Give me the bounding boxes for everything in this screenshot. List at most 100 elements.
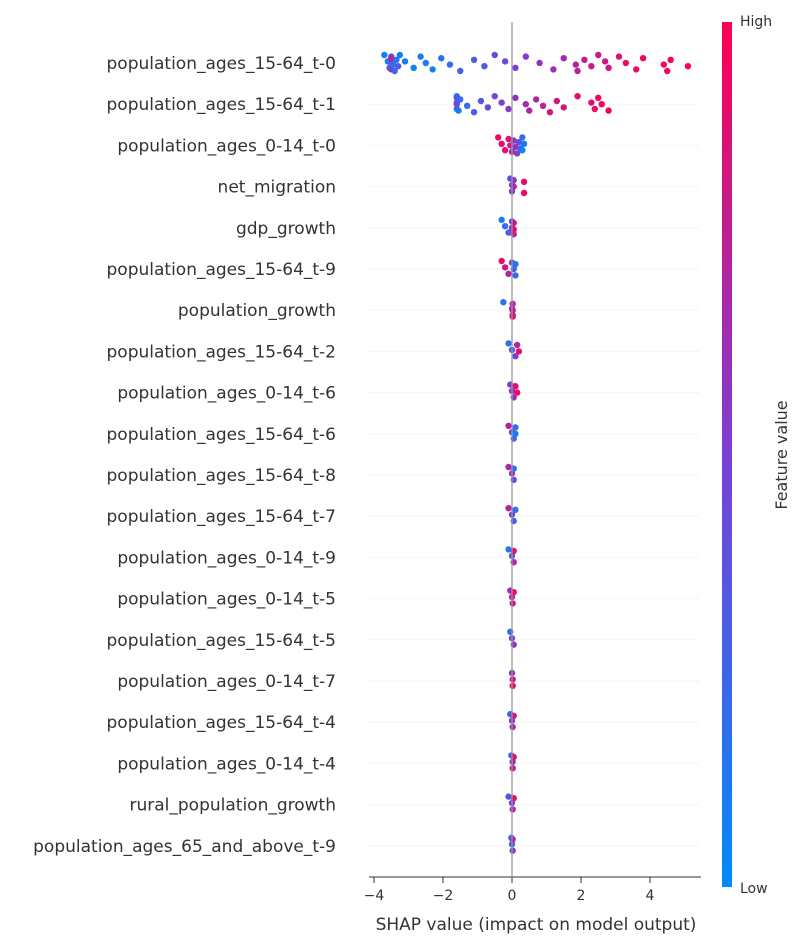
- shap-point: [512, 64, 519, 72]
- shap-point: [539, 102, 547, 110]
- shap-point: [401, 58, 409, 65]
- shap-point: [512, 424, 519, 431]
- shap-point: [515, 139, 523, 146]
- shap-point: [509, 300, 516, 307]
- shap-point: [477, 97, 485, 105]
- shap-point: [553, 97, 561, 105]
- shap-point: [500, 299, 507, 306]
- shap-point: [512, 143, 519, 151]
- shap-point: [453, 101, 460, 108]
- shap-point: [484, 104, 492, 111]
- shap-point: [396, 51, 404, 59]
- shap-point: [410, 64, 417, 72]
- shap-point: [509, 676, 516, 683]
- shap-point: [446, 61, 454, 68]
- feature-label: population_ages_15-64_t-9: [107, 260, 337, 280]
- shap-point: [491, 51, 498, 59]
- shap-point: [498, 257, 505, 265]
- shap-point: [498, 99, 505, 106]
- x-tick-label: −4: [364, 888, 385, 904]
- shap-point: [605, 107, 612, 114]
- shap-point: [509, 600, 516, 607]
- shap-point: [509, 307, 516, 314]
- feature-label: population_ages_15-64_t-4: [107, 713, 337, 733]
- shap-point: [394, 62, 402, 70]
- shap-point: [505, 463, 512, 471]
- shap-point: [512, 272, 519, 279]
- shap-point: [660, 61, 667, 68]
- shap-point: [495, 134, 502, 141]
- shap-point: [622, 59, 630, 67]
- colorbar-high-label: High: [740, 14, 772, 30]
- shap-point: [581, 56, 588, 63]
- shap-point: [505, 546, 512, 553]
- shap-point: [463, 102, 471, 110]
- shap-point: [501, 264, 509, 271]
- shap-point: [664, 67, 671, 75]
- shap-point: [509, 847, 516, 854]
- feature-label: population_ages_15-64_t-1: [107, 95, 337, 115]
- shap-point: [512, 353, 519, 360]
- shap-point: [550, 66, 557, 73]
- shap-point: [639, 55, 647, 62]
- shap-point: [509, 758, 516, 765]
- shap-point: [509, 682, 516, 689]
- feature-label: population_ages_0-14_t-9: [117, 548, 336, 568]
- feature-rows: population_ages_15-64_t-0 population_ages…: [33, 54, 701, 857]
- shap-point: [667, 56, 674, 63]
- shap-point: [481, 62, 488, 70]
- shap-point: [574, 67, 581, 75]
- shap-point: [633, 66, 640, 73]
- shap-point: [598, 101, 605, 108]
- colorbar-title: Feature value: [772, 400, 791, 509]
- feature-label: population_ages_0-14_t-4: [117, 754, 336, 774]
- shap-point: [684, 62, 692, 70]
- shap-point: [381, 51, 388, 59]
- shap-point: [470, 56, 478, 63]
- shap-point: [422, 59, 429, 67]
- feature-label: population_ages_15-64_t-5: [107, 631, 337, 651]
- shap-points: [381, 51, 692, 854]
- shap-point: [509, 836, 516, 843]
- shap-point: [515, 348, 523, 355]
- feature-label: population_growth: [178, 301, 336, 321]
- shap-point: [501, 147, 509, 154]
- shap-point: [505, 135, 512, 143]
- shap-point: [522, 53, 529, 60]
- shap-point: [505, 340, 512, 347]
- shap-point: [560, 104, 567, 111]
- colorbar-gradient: [722, 22, 732, 887]
- shap-point: [526, 107, 533, 114]
- x-tick-label: −2: [433, 888, 454, 904]
- feature-label: population_ages_65_and_above_t-9: [33, 837, 336, 857]
- shap-point: [388, 55, 395, 62]
- shap-point: [512, 94, 519, 102]
- shap-point: [512, 506, 519, 513]
- feature-label: population_ages_15-64_t-7: [107, 507, 337, 527]
- shap-point: [505, 793, 512, 800]
- shap-point: [601, 58, 609, 65]
- x-tick-label: 0: [508, 888, 517, 904]
- shap-point: [509, 765, 516, 772]
- shap-point: [605, 64, 612, 72]
- shap-point: [491, 93, 498, 100]
- shap-point: [574, 93, 581, 100]
- shap-point: [520, 178, 528, 185]
- shap-point: [393, 56, 400, 63]
- shap-point: [615, 53, 623, 60]
- colorbar: High Low Feature value: [722, 14, 791, 897]
- shap-point: [522, 101, 529, 108]
- shap-point: [509, 313, 516, 320]
- shap-point: [417, 53, 424, 60]
- shap-point: [513, 389, 521, 396]
- x-ticks: −4 −2 0 2 4: [364, 877, 655, 904]
- shap-point: [519, 134, 526, 141]
- shap-point: [429, 66, 436, 73]
- shap-point: [498, 140, 505, 147]
- shap-point: [588, 99, 595, 106]
- shap-point: [505, 105, 512, 113]
- shap-point: [512, 383, 519, 390]
- shap-point: [519, 147, 526, 154]
- shap-point: [595, 51, 602, 59]
